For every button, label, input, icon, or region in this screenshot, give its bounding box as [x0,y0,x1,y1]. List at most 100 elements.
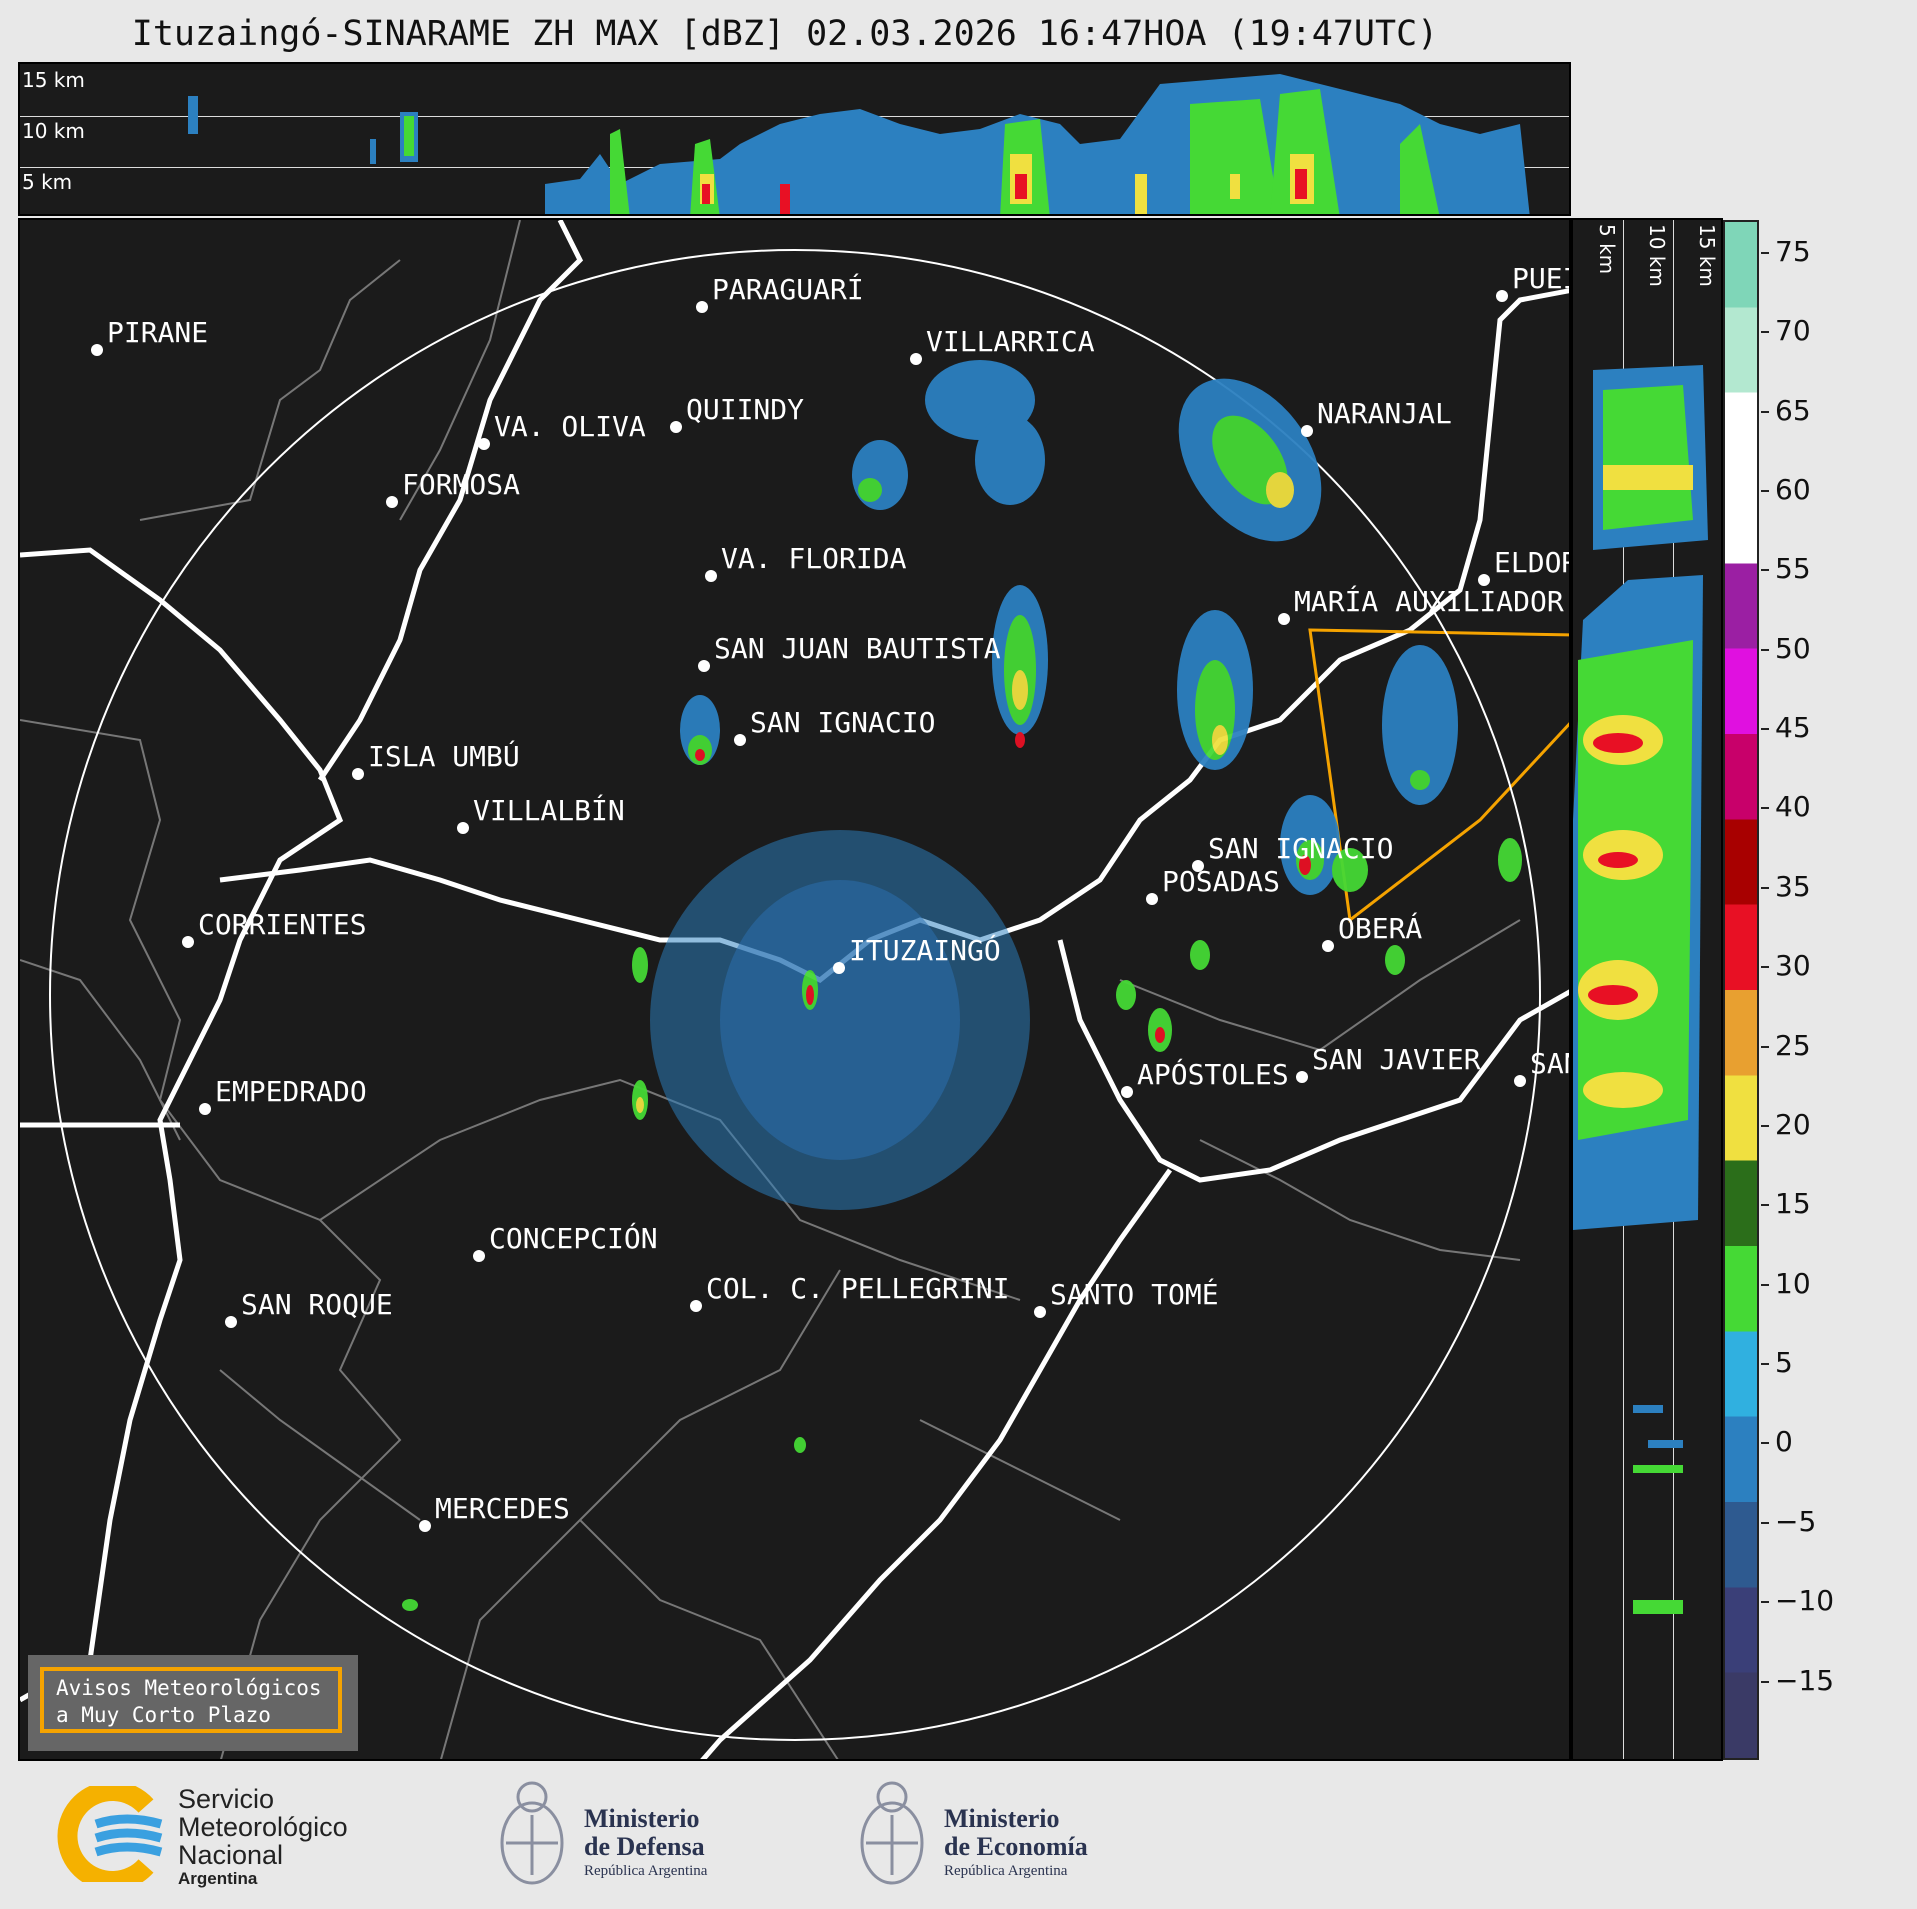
colorbar-tick [1761,1124,1769,1127]
city-marker [1296,1071,1308,1083]
economia-coat-of-arms-icon [860,1781,924,1885]
city-marker [1278,613,1290,625]
city-marker [1478,574,1490,586]
smn-line2: Meteorológico [178,1812,348,1842]
colorbar-tick [1761,1442,1769,1445]
city-marker [1034,1306,1046,1318]
colorbar-tick-label: 15 [1775,1187,1811,1221]
city-marker [910,353,922,365]
level-label-5km: 5 km [22,170,73,194]
economia-line3: República Argentina [944,1863,1068,1879]
city-label: SAN IGNACIO [1208,832,1394,865]
colorbar-tick-label: 75 [1775,234,1811,268]
defensa-line1: Ministerio [584,1804,700,1833]
city-label: SAN JUAN BAUTISTA [714,632,1001,665]
colorbar-tick [1761,728,1769,731]
economia-line2: de Economía [944,1832,1088,1861]
economia-logo-text: Ministerio de Economía República Argenti… [944,1805,1088,1881]
colorbar-tick-label: −5 [1775,1504,1817,1538]
colorbar-tick-label: 65 [1775,393,1811,427]
colorbar-tick [1761,410,1769,413]
warning-box[interactable]: Avisos Meteorológicos a Muy Corto Plazo [28,1655,358,1751]
side-level-10km: 10 km [1645,224,1669,287]
colorbar-tick-label: 70 [1775,314,1811,348]
city-marker [1301,425,1313,437]
city-label: SAN IGNACIO [750,706,936,739]
city-label: EMPEDRADO [215,1075,367,1108]
colorbar-tick [1761,1204,1769,1207]
city-label: PUEI [1512,262,1569,295]
city-label: SANTO TOMÉ [1050,1278,1219,1311]
rivers [20,220,1569,1759]
city-marker [473,1250,485,1262]
city-marker [386,496,398,508]
colorbar-tick-label: 50 [1775,631,1811,665]
city-marker [457,822,469,834]
colorbar-tick-label: 40 [1775,790,1811,824]
radar-map-panel: PIRANE PARAGUARÍ VILLARRICA VA. OLIVA QUIIND… [18,218,1571,1761]
echo-cells [402,360,1522,1611]
city-marker [1146,893,1158,905]
city-label: VA. FLORIDA [721,542,907,575]
smn-logo-text: Servicio Meteorológico Nacional Argentin… [178,1785,348,1889]
smn-line1: Servicio [178,1784,275,1814]
city-marker [91,344,103,356]
city-marker [199,1103,211,1115]
colorbar-tick [1761,886,1769,889]
range-ring [49,249,1541,1741]
colorbar-tick [1761,1680,1769,1683]
colorbar-tick-label: −10 [1775,1584,1835,1618]
side-echo-profile [1573,365,1708,1614]
city-label: APÓSTOLES [1137,1058,1289,1091]
city-label: ELDOR [1494,546,1571,579]
city-marker [670,421,682,433]
city-label: VILLALBÍN [473,794,625,827]
city-label: ISLA UMBÚ [368,740,520,773]
colorbar-tick-label: 5 [1775,1346,1793,1380]
city-label: CONCEPCIÓN [489,1222,658,1255]
defensa-coat-of-arms-icon [500,1781,564,1885]
city-label: ITUZAINGÓ [849,934,1001,967]
city-label: POSADAS [1162,865,1281,898]
warning-box-frame: Avisos Meteorológicos a Muy Corto Plazo [40,1667,342,1733]
colorbar-tick-label: 55 [1775,552,1811,586]
city-label: QUIINDY [686,393,805,426]
city-label: FORMOSA [402,468,521,501]
defensa-line2: de Defensa [584,1832,705,1861]
colorbar-tick-label: 0 [1775,1425,1793,1459]
colorbar-tick [1761,569,1769,572]
city-marker [182,936,194,948]
colorbar-tick [1761,1601,1769,1604]
city-marker [1514,1075,1526,1087]
city-label: VA. OLIVA [494,410,646,443]
city-label: MARÍA AUXILIADOR [1294,585,1564,618]
colorbar-tick-label: 25 [1775,1028,1811,1062]
colorbar-tick [1761,331,1769,334]
defensa-line3: República Argentina [584,1863,708,1879]
city-label: PIRANE [107,316,209,349]
city-marker [1322,940,1334,952]
colorbar-tick [1761,966,1769,969]
city-marker [1496,290,1508,302]
city-marker [225,1316,237,1328]
level-label-10km: 10 km [22,119,85,143]
colorbar-tick-label: 10 [1775,1266,1811,1300]
gridline-10km [20,116,1569,117]
city-marker [833,962,845,974]
smn-logo-icon [57,1786,163,1882]
city-marker [478,438,490,450]
defensa-logo-text: Ministerio de Defensa República Argentin… [584,1805,707,1881]
colorbar-tick [1761,807,1769,810]
colorbar-tick [1761,489,1769,492]
colorbar-tick [1761,1521,1769,1524]
colorbar-tick-label: 30 [1775,949,1811,983]
top-cross-section-panel: 15 km 10 km 5 km [18,62,1571,216]
top-echo-profile [188,74,1530,214]
city-marker [1192,860,1204,872]
level-label-15km: 15 km [22,68,85,92]
side-cross-section-panel: 5 km 10 km 15 km [1571,218,1723,1761]
map-canvas [20,220,1569,1759]
city-label: SAN JAVIER [1312,1043,1481,1076]
smn-line4: Argentina [178,1869,258,1888]
city-label: SAN ROQUE [241,1288,393,1321]
